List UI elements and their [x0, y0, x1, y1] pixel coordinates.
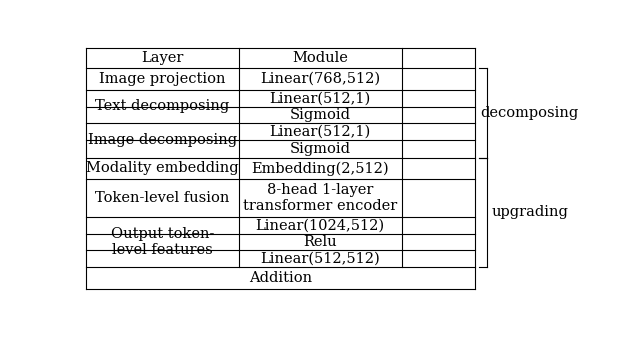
- Text: Sigmoid: Sigmoid: [290, 142, 351, 156]
- Text: Addition: Addition: [249, 271, 312, 285]
- Text: 8-head 1-layer
transformer encoder: 8-head 1-layer transformer encoder: [243, 183, 397, 213]
- Text: Image decomposing: Image decomposing: [88, 133, 237, 147]
- Text: Token-level fusion: Token-level fusion: [95, 191, 230, 205]
- Text: upgrading: upgrading: [491, 205, 568, 219]
- Text: Linear(1024,512): Linear(1024,512): [256, 218, 385, 232]
- Text: Sigmoid: Sigmoid: [290, 108, 351, 122]
- Text: Output token-
level features: Output token- level features: [111, 227, 214, 257]
- Text: Embedding(2,512): Embedding(2,512): [252, 161, 389, 175]
- Text: Linear(512,512): Linear(512,512): [260, 252, 380, 265]
- Text: decomposing: decomposing: [481, 106, 579, 120]
- Text: Linear(768,512): Linear(768,512): [260, 72, 380, 86]
- Text: Linear(512,1): Linear(512,1): [269, 124, 371, 138]
- Text: Image projection: Image projection: [99, 72, 226, 86]
- Text: Relu: Relu: [303, 235, 337, 249]
- Text: Modality embedding: Modality embedding: [86, 161, 239, 175]
- Text: Layer: Layer: [141, 51, 184, 65]
- Text: Module: Module: [292, 51, 348, 65]
- Text: Linear(512,1): Linear(512,1): [269, 91, 371, 105]
- Text: Text decomposing: Text decomposing: [95, 99, 230, 114]
